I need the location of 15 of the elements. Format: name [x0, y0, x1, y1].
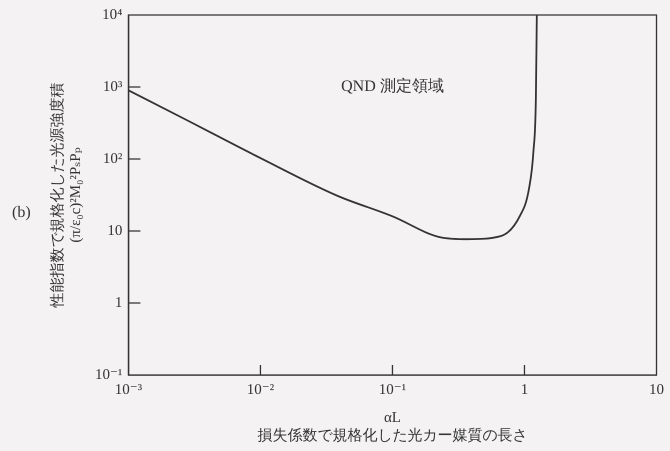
- annotation: QND 測定領域: [341, 77, 444, 96]
- x-axis-title: αL 損失係数で規格化した光カー媒質の長さ: [257, 410, 528, 444]
- y-tick-label: 10⁻¹: [94, 366, 122, 383]
- y-tick-label: 10⁴: [102, 6, 122, 23]
- x-tick-label: 10: [649, 382, 664, 398]
- y-tick-label: 10²: [102, 150, 123, 167]
- y-tick-label: 1: [114, 294, 122, 311]
- x-tick-label: 1: [520, 382, 528, 398]
- y-axis-title: 性能指数で規格化した光源強度積 (π/ε₀c)²M₀²PₛPₚ: [48, 82, 84, 308]
- text: (b): [12, 204, 31, 222]
- y-tick-label: 10: [107, 222, 122, 239]
- x-tick-label: 10⁻³: [114, 382, 143, 398]
- x-tick-label: 10⁻²: [246, 382, 275, 398]
- x-tick-label: 10⁻¹: [378, 382, 406, 398]
- y-tick-label: 10³: [102, 78, 123, 95]
